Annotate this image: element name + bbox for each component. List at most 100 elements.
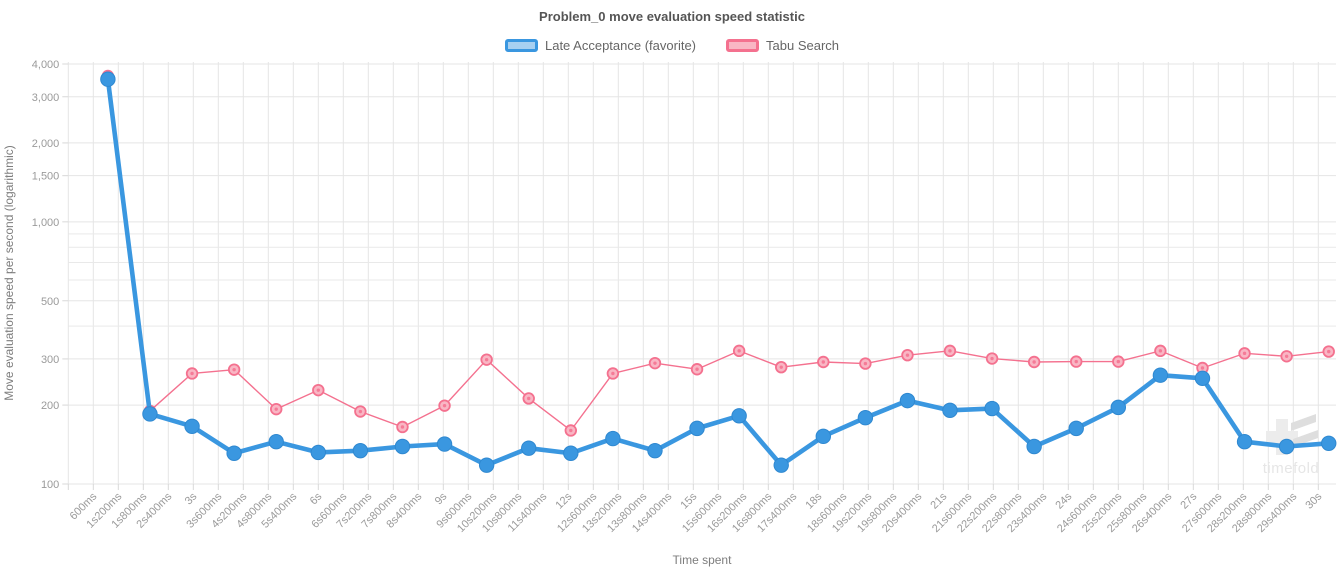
series-line-tabu-search	[107, 75, 1329, 432]
data-point-late-acceptance[interactable]	[815, 428, 832, 445]
data-point-tabu-search-center	[695, 367, 699, 371]
x-tick-label: 18s	[803, 490, 824, 511]
legend: Late Acceptance (favorite) Tabu Search	[0, 38, 1344, 53]
timefold-wordmark: timefold	[1263, 460, 1320, 477]
data-point-tabu-search-center	[1242, 351, 1247, 356]
data-point-late-acceptance[interactable]	[605, 430, 621, 447]
data-point-tabu-search-center	[737, 349, 741, 353]
data-point-late-acceptance[interactable]	[1278, 438, 1295, 455]
x-tick-label: 27s	[1178, 490, 1199, 511]
timefold-watermark: timefold	[1263, 414, 1320, 477]
legend-label-late-acceptance: Late Acceptance (favorite)	[544, 38, 697, 53]
data-point-late-acceptance[interactable]	[857, 410, 874, 426]
data-point-tabu-search-center	[779, 365, 783, 369]
legend-swatch-late-acceptance	[504, 39, 538, 52]
data-point-late-acceptance[interactable]	[184, 418, 200, 434]
y-tick-label: 200	[41, 400, 59, 412]
data-point-late-acceptance[interactable]	[689, 420, 705, 437]
axis-ticks	[62, 63, 1319, 490]
y-tick-label: 4,000	[32, 59, 60, 71]
data-point-late-acceptance[interactable]	[984, 400, 1000, 417]
data-point-tabu-search-center	[905, 353, 910, 357]
x-tick-label: 15s	[678, 490, 699, 511]
data-point-tabu-search-center	[358, 409, 363, 414]
chart-title: Problem_0 move evaluation speed statisti…	[539, 9, 805, 24]
y-tick-label: 100	[41, 479, 59, 491]
data-point-tabu-search-center	[1116, 359, 1121, 364]
data-point-tabu-search-center	[1284, 354, 1289, 358]
data-point-late-acceptance[interactable]	[563, 445, 579, 461]
data-point-tabu-search-center	[1158, 349, 1163, 353]
legend-item-tabu-search[interactable]: Tabu Search	[726, 38, 839, 53]
x-tick-label: 21s	[928, 490, 949, 511]
data-point-late-acceptance[interactable]	[352, 442, 369, 459]
y-tick-label: 1,500	[32, 171, 60, 183]
data-point-late-acceptance[interactable]	[647, 442, 663, 459]
gridlines	[67, 62, 1336, 485]
x-tick-label: 12s	[553, 490, 574, 511]
data-point-tabu-search-center	[569, 428, 573, 433]
data-point-late-acceptance[interactable]	[1026, 438, 1042, 455]
data-point-tabu-search-center	[527, 396, 531, 401]
data-point-late-acceptance[interactable]	[1068, 420, 1084, 437]
legend-item-late-acceptance[interactable]: Late Acceptance (favorite)	[504, 38, 697, 53]
legend-swatch-tabu-search	[726, 39, 760, 52]
series-layer	[100, 69, 1337, 473]
x-tick-label: 9s	[433, 490, 450, 507]
data-point-late-acceptance[interactable]	[731, 408, 747, 424]
data-point-late-acceptance[interactable]	[478, 457, 495, 473]
data-point-tabu-search-center	[442, 403, 447, 408]
y-tick-label: 500	[41, 296, 59, 308]
data-point-late-acceptance[interactable]	[394, 438, 411, 455]
data-point-tabu-search-center	[821, 360, 826, 364]
data-point-late-acceptance[interactable]	[142, 406, 158, 422]
timefold-logo-stripe-top-icon	[1291, 414, 1316, 431]
data-point-late-acceptance[interactable]	[942, 402, 958, 419]
data-point-tabu-search-center	[232, 367, 236, 372]
data-point-tabu-search-center	[1032, 360, 1036, 364]
data-point-tabu-search-center	[863, 361, 868, 366]
x-tick-label: 6s	[308, 490, 325, 507]
data-point-late-acceptance[interactable]	[1110, 399, 1127, 416]
data-point-tabu-search-center	[274, 407, 278, 411]
data-point-late-acceptance[interactable]	[773, 457, 789, 473]
data-point-tabu-search-center	[1074, 359, 1078, 364]
timefold-logo-stripe-bottom-icon	[1293, 430, 1318, 447]
data-point-late-acceptance[interactable]	[1236, 433, 1253, 450]
y-tick-label: 3,000	[32, 92, 60, 104]
x-tick-label: 24s	[1053, 490, 1074, 511]
data-point-tabu-search-center	[1327, 349, 1331, 354]
data-point-late-acceptance[interactable]	[268, 433, 284, 450]
data-point-tabu-search-center	[611, 371, 615, 376]
data-point-late-acceptance[interactable]	[899, 392, 916, 409]
data-point-tabu-search-center	[484, 357, 489, 362]
data-point-tabu-search-center	[190, 371, 194, 376]
x-tick-label: 3s	[183, 490, 200, 507]
data-point-tabu-search-center	[400, 425, 405, 429]
timefold-logo-plus-icon	[1266, 419, 1298, 455]
data-point-late-acceptance[interactable]	[226, 445, 242, 461]
data-point-tabu-search-center	[990, 356, 994, 361]
x-axis-title: Time spent	[673, 553, 733, 567]
data-point-late-acceptance[interactable]	[1152, 367, 1169, 383]
data-point-late-acceptance[interactable]	[521, 440, 537, 456]
data-point-late-acceptance[interactable]	[1194, 370, 1211, 387]
x-tick-label: 30s	[1303, 490, 1324, 511]
data-point-tabu-search-center	[316, 388, 321, 392]
y-tick-label: 300	[41, 354, 59, 366]
y-tick-label: 1,000	[32, 217, 60, 229]
y-tick-label: 2,000	[32, 138, 60, 150]
data-point-late-acceptance[interactable]	[310, 444, 327, 461]
data-point-tabu-search-center	[948, 349, 952, 353]
data-point-tabu-search-center	[653, 361, 657, 365]
data-point-late-acceptance[interactable]	[1321, 435, 1337, 451]
data-point-late-acceptance[interactable]	[436, 436, 453, 452]
data-point-late-acceptance[interactable]	[100, 71, 116, 87]
y-axis-title: Move evaluation speed per second (logari…	[2, 145, 16, 400]
y-tick-labels: 4,000 3,000 2,000 1,500 1,000 500 300 200 100	[32, 59, 60, 491]
data-point-tabu-search-center	[1200, 366, 1205, 370]
legend-label-tabu-search: Tabu Search	[766, 38, 840, 53]
